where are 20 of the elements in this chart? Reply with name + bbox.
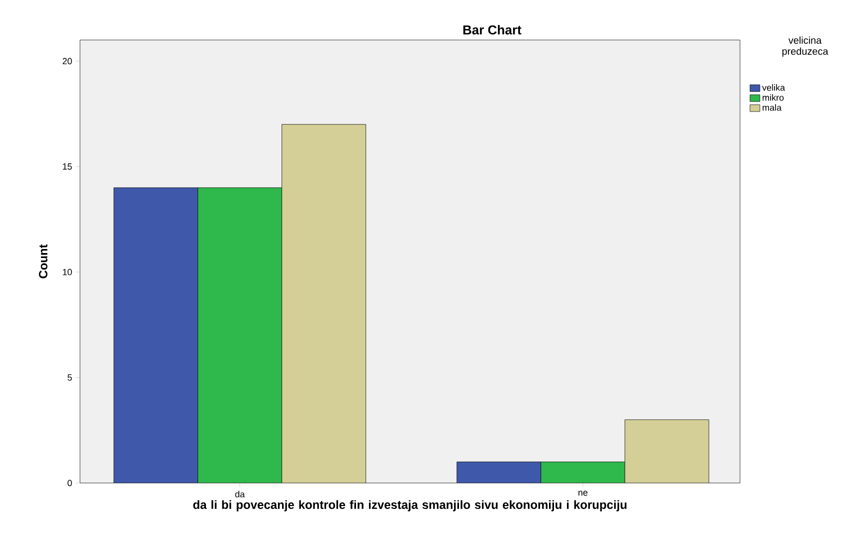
y-tick-label: 5	[68, 374, 72, 381]
y-tick-label: 0	[68, 480, 72, 486]
x-axis-title: da li bi povecanje kontrole fin izvestaja smanjilo sivu ekonomiju i korupciju	[193, 500, 626, 512]
legend-label: velika	[762, 84, 786, 91]
y-tick-label: 15	[62, 163, 72, 170]
legend-title: velicina preduzeca	[782, 36, 828, 57]
x-tick-label: ne	[578, 490, 588, 496]
x-tick-label: da	[235, 490, 245, 498]
chart-title: Bar Chart	[463, 24, 522, 34]
bar	[198, 187, 282, 483]
y-tick-label: 20	[62, 58, 72, 64]
bar	[282, 124, 366, 483]
bar	[624, 420, 710, 483]
legend-label: mala	[762, 104, 782, 111]
bar	[456, 462, 542, 483]
y-tick-label: 10	[62, 268, 72, 276]
bar	[540, 462, 626, 483]
bar	[114, 187, 198, 483]
legend-label: mikro	[762, 94, 784, 101]
y-axis-title: Count	[38, 244, 48, 278]
